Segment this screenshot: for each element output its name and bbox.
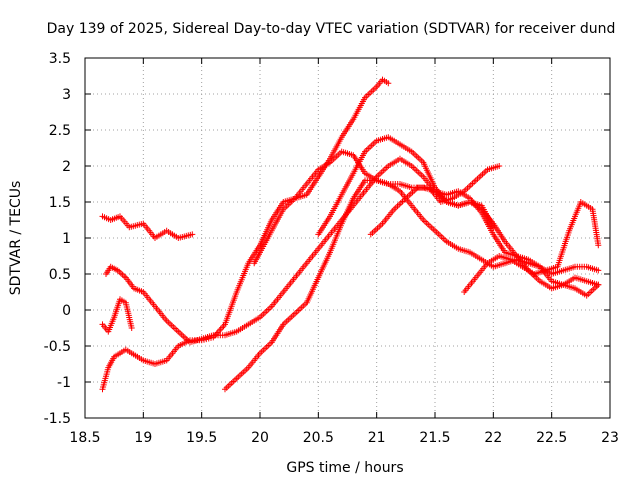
chart-title: Day 139 of 2025, Sidereal Day-to-day VTE… <box>47 21 616 37</box>
y-tick-label: 3 <box>62 87 71 103</box>
data-point <box>490 224 497 231</box>
series-track-b <box>103 155 602 346</box>
series-track-d <box>99 296 135 335</box>
data-point <box>595 267 602 274</box>
series-track-h <box>461 199 602 295</box>
y-tick-label: 0.5 <box>49 267 71 283</box>
data-point <box>385 80 392 87</box>
grid-lines <box>85 58 610 418</box>
x-axis-label: GPS time / hours <box>286 460 403 476</box>
data-marks <box>99 76 602 393</box>
y-tick-label: 0 <box>62 303 71 319</box>
data-point <box>496 163 503 169</box>
x-tick-label: 18.5 <box>69 430 100 446</box>
y-tick-label: 1 <box>62 231 71 247</box>
x-tick-label: 20.5 <box>303 430 334 446</box>
y-tick-label: -1.5 <box>44 411 71 427</box>
y-tick-label: -0.5 <box>44 339 71 355</box>
series-track-g <box>367 163 503 238</box>
y-axis-label: SDTVAR / TECUs <box>8 181 24 296</box>
y-tick-label: 3.5 <box>49 51 71 67</box>
x-tick-label: 21.5 <box>419 430 450 446</box>
x-tick-label: 22.5 <box>536 430 567 446</box>
series-track-a <box>99 213 196 241</box>
plot-frame <box>84 57 611 419</box>
data-point <box>595 281 602 288</box>
x-tick-label: 19 <box>134 430 152 446</box>
series-track-e <box>251 76 392 267</box>
data-point <box>128 325 135 331</box>
data-point <box>595 242 602 249</box>
x-tick-label: 22 <box>484 430 502 446</box>
x-tick-label: 23 <box>601 430 619 446</box>
x-tick-label: 20 <box>251 430 269 446</box>
data-point <box>189 231 196 238</box>
x-tick-label: 21 <box>368 430 386 446</box>
axis-ticks: 18.5 19 19.5 20 20.5 21 21.5 22 22.5 23-1.5-1-0.5… <box>44 51 619 446</box>
y-tick-label: 2.5 <box>49 123 71 139</box>
y-tick-label: 1.5 <box>49 195 71 211</box>
y-tick-label: 2 <box>62 159 71 175</box>
y-tick-label: -1 <box>57 375 71 391</box>
x-tick-label: 19.5 <box>186 430 217 446</box>
series-track-i <box>315 134 497 238</box>
